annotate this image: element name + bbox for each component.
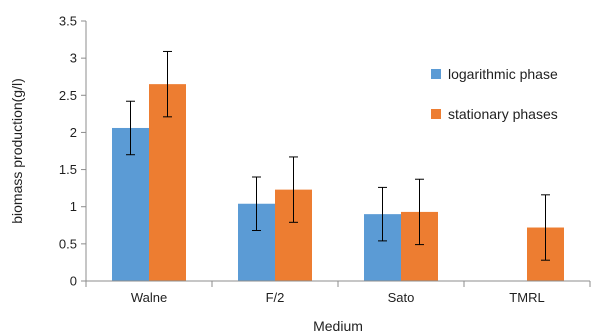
legend-swatch — [431, 69, 441, 79]
legend-label: logarithmic phase — [448, 66, 558, 82]
x-tick-label: Walne — [131, 290, 167, 305]
x-tick-label: TMRL — [509, 290, 544, 305]
y-axis-title: biomass production(g/l) — [9, 78, 25, 224]
legend-label: stationary phases — [448, 106, 558, 122]
error-bars-layer — [126, 50, 550, 261]
x-tick-label: F/2 — [266, 290, 285, 305]
legend: logarithmic phase stationary phases — [431, 66, 558, 122]
x-ticks: Walne F/2 Sato TMRL — [85, 281, 591, 305]
y-tick-label: 2.5 — [59, 88, 77, 103]
y-tick-label: 3 — [70, 51, 77, 66]
y-tick-label: 1.5 — [59, 162, 77, 177]
x-axis-title: Medium — [313, 318, 363, 334]
y-ticks: 0 0.5 1 1.5 2 2.5 3 3.5 — [59, 14, 86, 289]
legend-swatch — [431, 109, 441, 119]
y-tick-label: 3.5 — [59, 14, 77, 29]
y-tick-label: 2 — [70, 125, 77, 140]
x-tick-label: Sato — [388, 290, 415, 305]
y-tick-label: 0 — [70, 274, 77, 289]
y-tick-label: 0.5 — [59, 236, 77, 251]
y-tick-label: 1 — [70, 199, 77, 214]
